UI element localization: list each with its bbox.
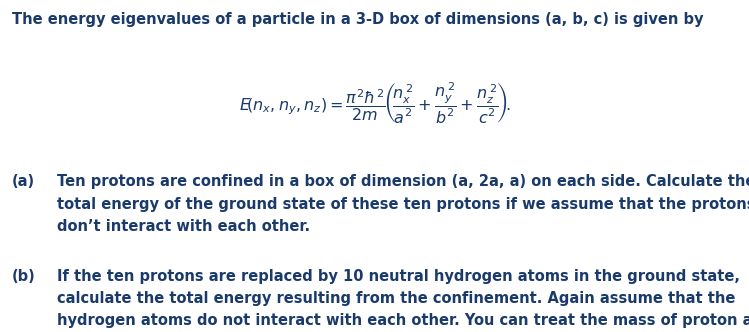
Text: If the ten protons are replaced by 10 neutral hydrogen atoms in the ground state: If the ten protons are replaced by 10 ne… [57, 269, 749, 332]
Text: The energy eigenvalues of a particle in a 3-D box of dimensions (a, b, c) is giv: The energy eigenvalues of a particle in … [12, 12, 703, 27]
Text: (a): (a) [12, 174, 35, 189]
Text: (b): (b) [12, 269, 36, 284]
Text: Ten protons are confined in a box of dimension (a, 2a, a) on each side. Calculat: Ten protons are confined in a box of dim… [57, 174, 749, 234]
Text: $E\!\left(n_x,n_y,n_z\right) = \dfrac{\pi^2 \hbar^2}{2m} \!\left(\! \dfrac{n_x^{: $E\!\left(n_x,n_y,n_z\right) = \dfrac{\p… [239, 80, 510, 125]
